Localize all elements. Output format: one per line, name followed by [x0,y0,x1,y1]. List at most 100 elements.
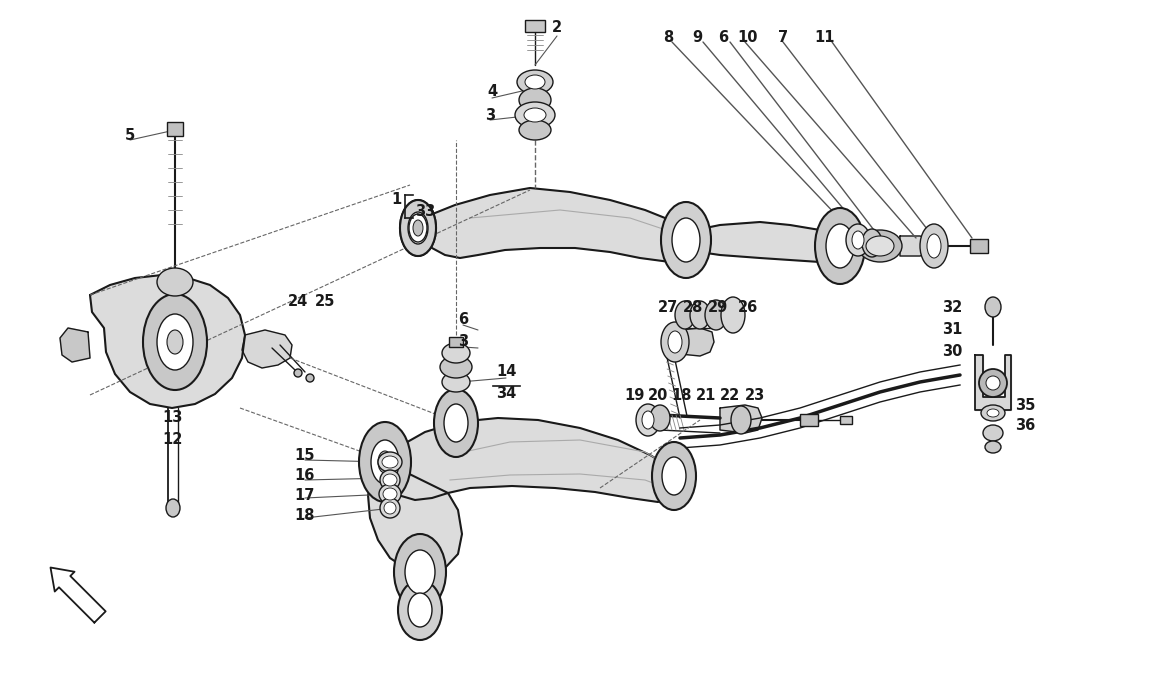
Ellipse shape [721,297,745,333]
Text: 18: 18 [294,507,315,522]
Polygon shape [687,222,845,262]
Text: 20: 20 [647,387,668,402]
Text: 25: 25 [315,294,335,309]
Ellipse shape [515,102,555,128]
Ellipse shape [642,411,654,429]
Ellipse shape [846,224,871,256]
Ellipse shape [398,580,442,640]
Ellipse shape [442,372,470,392]
Text: 7: 7 [777,31,788,46]
Text: 17: 17 [294,488,315,503]
Ellipse shape [518,70,553,94]
Text: 34: 34 [496,385,516,400]
Ellipse shape [661,202,711,278]
Text: 14: 14 [496,365,516,380]
Ellipse shape [927,234,941,258]
Ellipse shape [636,404,660,436]
Ellipse shape [378,452,402,472]
Ellipse shape [920,224,948,268]
Text: 35: 35 [1014,398,1035,413]
Text: 15: 15 [294,447,315,462]
Text: 12: 12 [163,432,183,447]
Text: 29: 29 [708,301,728,316]
Text: 36: 36 [1015,417,1035,432]
Ellipse shape [408,212,428,244]
Bar [800,414,818,426]
Polygon shape [60,328,90,362]
Ellipse shape [442,343,470,363]
Text: 9: 9 [692,31,702,46]
Text: 2: 2 [552,20,562,36]
Polygon shape [975,355,1011,420]
Ellipse shape [359,422,411,502]
Ellipse shape [382,456,398,468]
Ellipse shape [668,331,682,353]
Ellipse shape [858,230,902,262]
Text: 24: 24 [288,294,308,309]
Bar [448,337,463,347]
Ellipse shape [166,499,181,517]
Ellipse shape [979,369,1007,397]
Ellipse shape [672,218,700,262]
Ellipse shape [158,314,193,370]
Text: 10: 10 [738,31,758,46]
Ellipse shape [378,451,392,473]
Ellipse shape [650,405,670,431]
Polygon shape [90,275,245,408]
Ellipse shape [662,457,687,495]
Ellipse shape [413,220,423,236]
Ellipse shape [981,405,1005,421]
Ellipse shape [143,294,207,390]
Ellipse shape [380,498,400,518]
Text: 11: 11 [814,31,835,46]
Ellipse shape [524,108,546,122]
Ellipse shape [405,550,435,594]
Text: 6: 6 [718,31,728,46]
Text: 18: 18 [672,387,692,402]
Ellipse shape [731,406,751,434]
Ellipse shape [826,224,854,268]
Ellipse shape [394,534,446,610]
Ellipse shape [652,442,696,510]
Bar [526,20,545,32]
Ellipse shape [380,470,400,490]
Circle shape [306,374,314,382]
Ellipse shape [661,322,689,362]
Ellipse shape [986,297,1000,317]
Polygon shape [900,236,930,256]
Polygon shape [720,405,762,433]
Ellipse shape [675,301,695,329]
Text: 8: 8 [662,31,673,46]
Ellipse shape [384,502,396,514]
Text: 5: 5 [125,128,136,143]
Ellipse shape [983,425,1003,441]
Ellipse shape [167,330,183,354]
Ellipse shape [866,236,894,256]
Circle shape [294,369,302,377]
Text: 22: 22 [720,387,741,402]
Text: 27: 27 [658,301,678,316]
Ellipse shape [862,229,882,257]
Ellipse shape [815,208,865,284]
Ellipse shape [852,231,864,249]
Polygon shape [51,568,106,623]
Polygon shape [385,418,680,502]
Ellipse shape [986,376,1000,390]
Ellipse shape [371,440,399,484]
Bar [840,416,852,424]
Bar [969,239,988,253]
Text: 16: 16 [294,467,315,482]
Text: 1: 1 [391,193,401,208]
Text: 13: 13 [163,410,183,426]
Polygon shape [416,188,692,262]
Text: 3: 3 [458,335,468,350]
Ellipse shape [400,200,436,256]
Text: 30: 30 [942,344,963,359]
Ellipse shape [383,488,397,500]
Ellipse shape [158,268,193,296]
Ellipse shape [380,484,401,504]
Polygon shape [680,328,714,356]
Polygon shape [368,462,462,574]
Ellipse shape [526,75,545,89]
Text: 32: 32 [942,301,963,316]
